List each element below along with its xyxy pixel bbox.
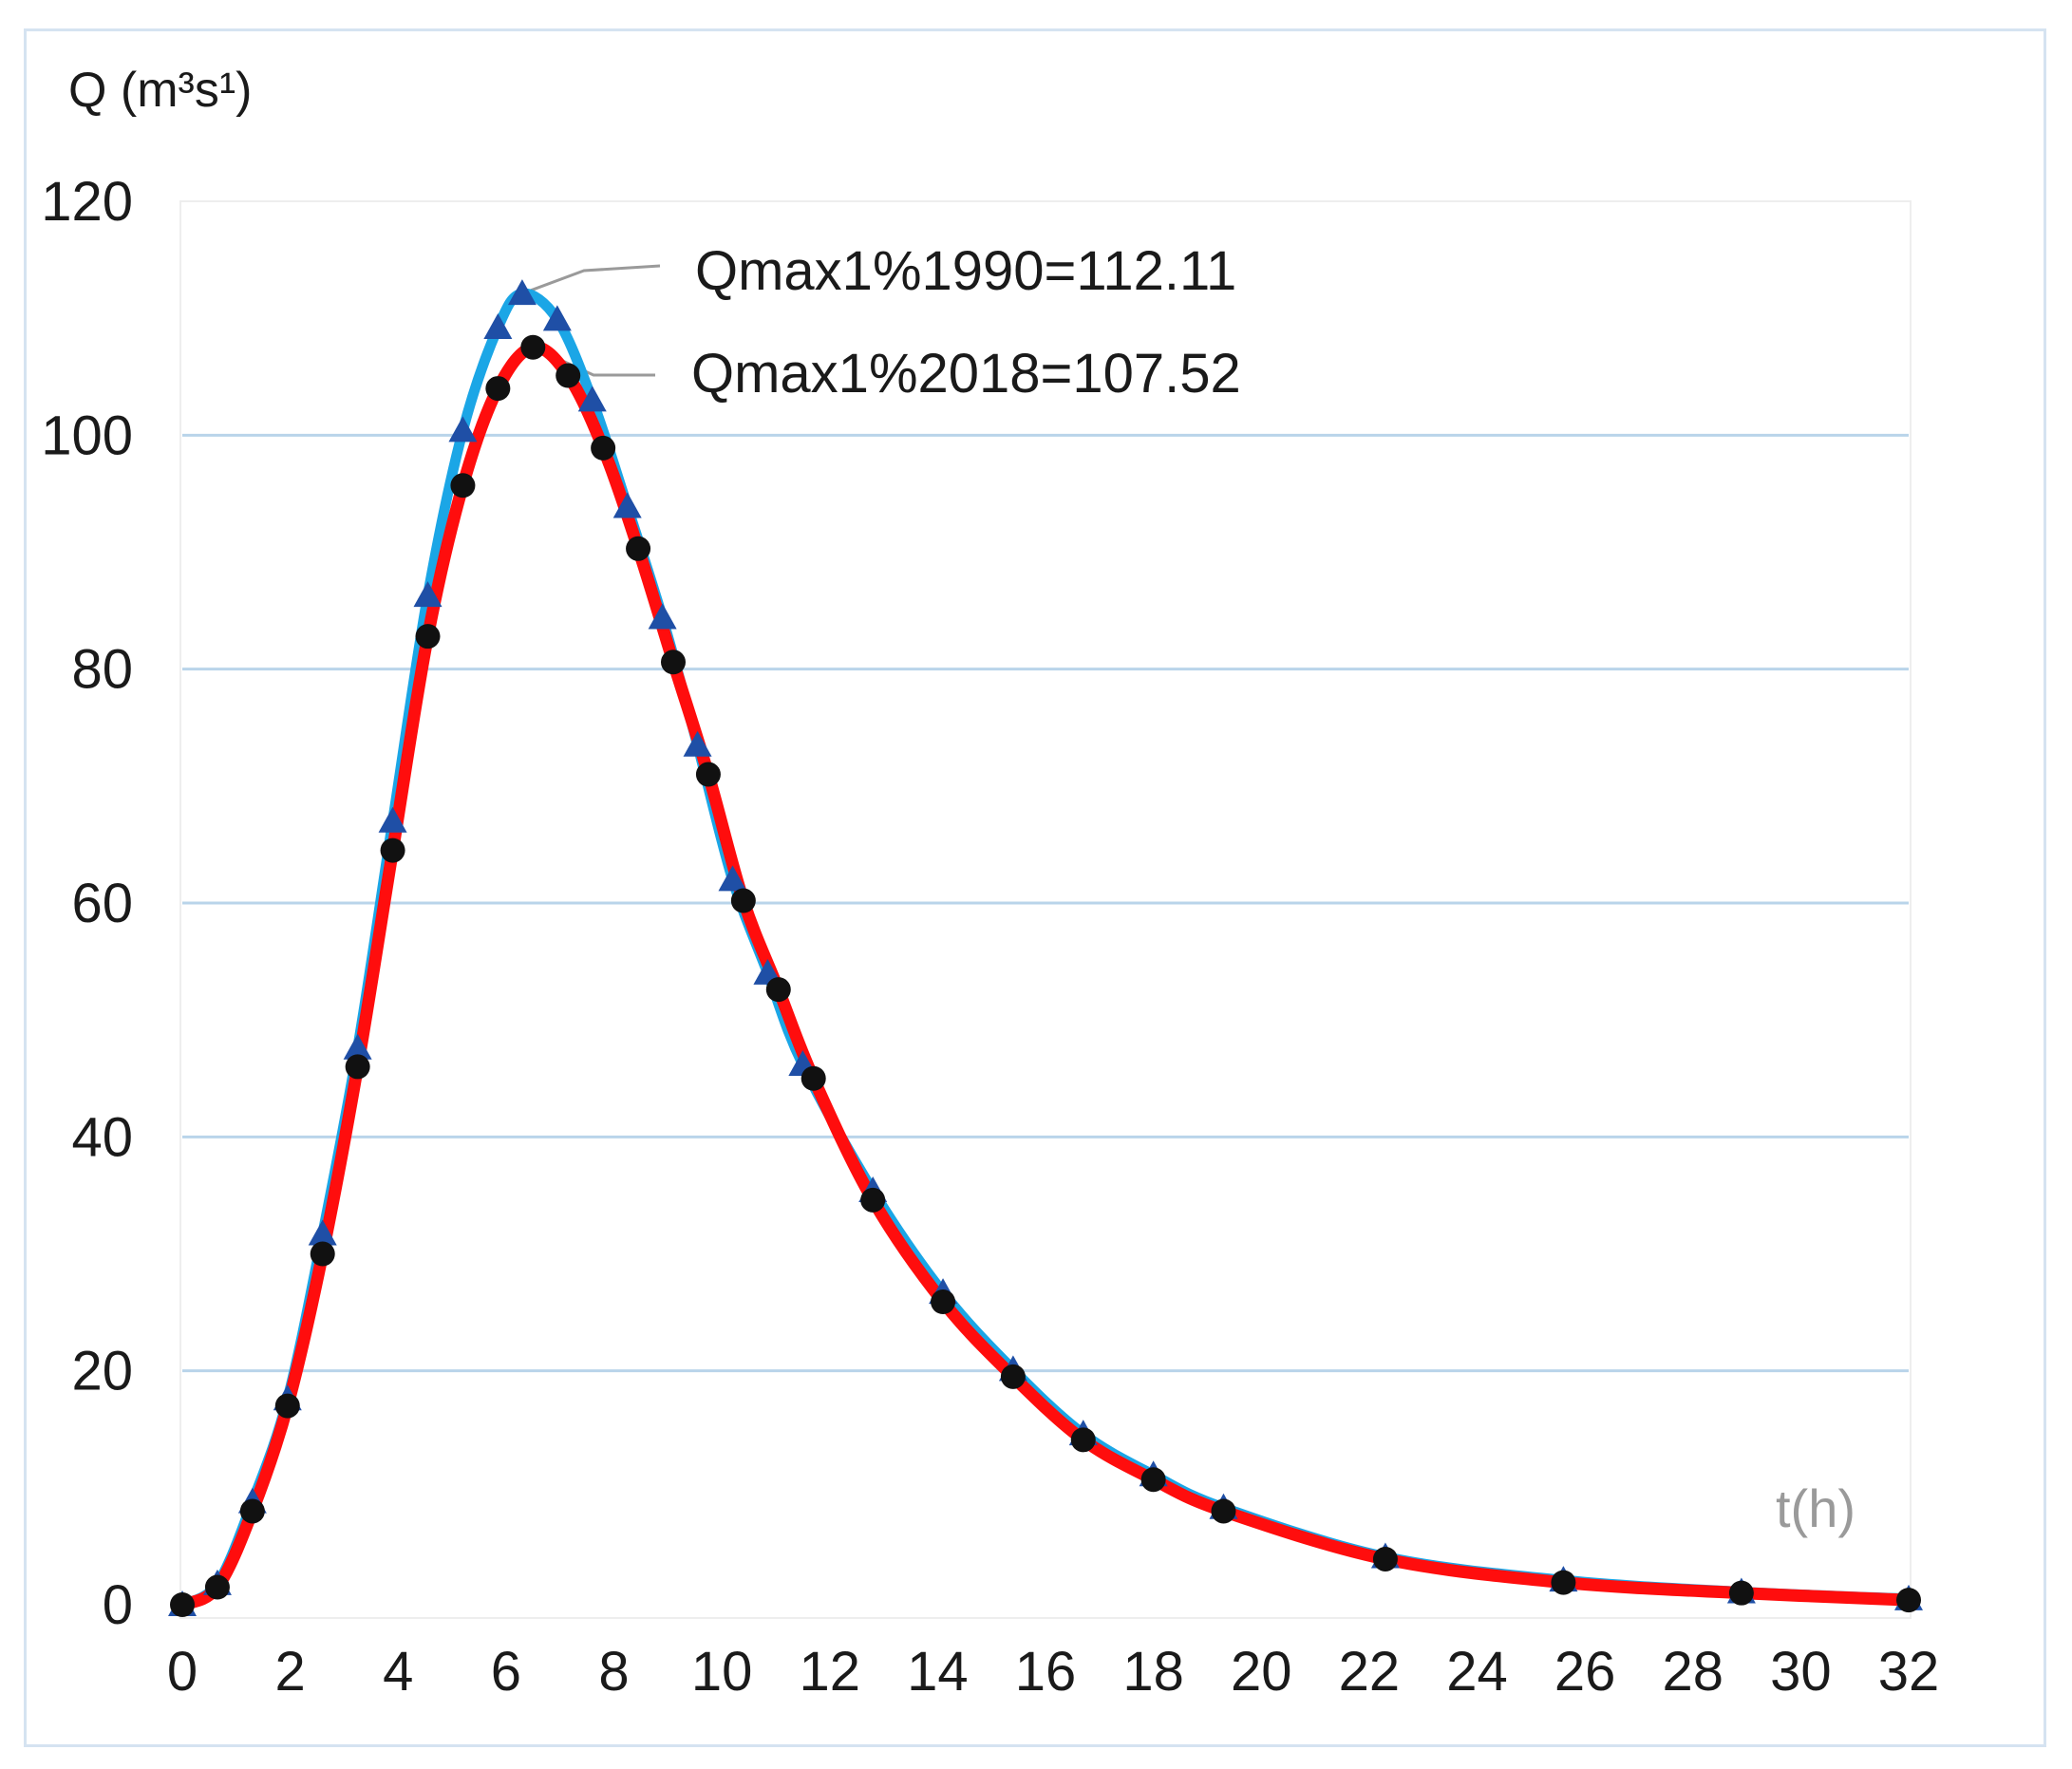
- data-point-1990: [507, 279, 537, 306]
- data-point-2018: [204, 1574, 230, 1600]
- data-point-2018: [1551, 1570, 1576, 1595]
- data-point-2018: [1140, 1467, 1166, 1493]
- y-axis-label: Q (m³s¹): [68, 63, 252, 118]
- data-point-2018: [860, 1187, 886, 1213]
- x-tick-label: 4: [383, 1641, 413, 1703]
- x-tick-label: 12: [799, 1641, 860, 1703]
- annotation-qmax-2018: Qmax1%2018=107.52: [691, 343, 1241, 405]
- y-tick-label: 60: [71, 873, 133, 934]
- y-axis-ticks: 0 20 40 60 80 100 120: [41, 171, 133, 1636]
- x-tick-label: 0: [167, 1641, 198, 1703]
- data-point-2018: [591, 435, 616, 461]
- data-point-2018: [765, 977, 791, 1003]
- y-tick-label: 20: [71, 1341, 133, 1402]
- x-tick-label: 30: [1770, 1641, 1832, 1703]
- data-point-2018: [170, 1592, 195, 1617]
- data-point-1990: [413, 581, 443, 608]
- x-tick-label: 24: [1446, 1641, 1508, 1703]
- x-axis-ticks: 0 2 4 6 8 10 12 14 16 18 20 22 24 26 28 30 32: [167, 1641, 1939, 1703]
- data-point-2018: [626, 536, 651, 561]
- x-tick-label: 14: [907, 1641, 969, 1703]
- x-axis-label: t(h): [1776, 1478, 1855, 1538]
- x-tick-label: 16: [1015, 1641, 1077, 1703]
- y-tick-label: 120: [41, 171, 133, 233]
- y-tick-label: 0: [103, 1574, 133, 1636]
- data-point-2018: [801, 1065, 826, 1091]
- x-tick-label: 2: [274, 1641, 305, 1703]
- x-tick-label: 32: [1878, 1641, 1940, 1703]
- series-markers: [168, 279, 1923, 1617]
- data-point-2018: [274, 1393, 300, 1419]
- data-point-2018: [931, 1289, 956, 1314]
- data-point-1990: [577, 386, 607, 412]
- data-point-2018: [1372, 1546, 1398, 1571]
- x-tick-label: 26: [1554, 1641, 1616, 1703]
- x-tick-label: 18: [1122, 1641, 1184, 1703]
- data-point-2018: [450, 473, 476, 499]
- leader-line-1990: [521, 264, 661, 295]
- data-point-2018: [239, 1498, 265, 1524]
- data-point-2018: [1211, 1498, 1236, 1524]
- data-point-2018: [1896, 1588, 1921, 1613]
- annotation-qmax-1990: Qmax1%1990=112.11: [695, 240, 1236, 302]
- data-point-1990: [378, 806, 407, 833]
- y-tick-label: 100: [41, 405, 133, 466]
- data-point-1990: [718, 865, 747, 892]
- data-point-2018: [520, 334, 546, 360]
- data-point-2018: [1000, 1364, 1026, 1389]
- data-point-2018: [310, 1241, 335, 1267]
- data-point-2018: [730, 888, 756, 913]
- x-tick-label: 22: [1339, 1641, 1401, 1703]
- data-point-2018: [415, 624, 441, 649]
- data-point-2018: [485, 376, 511, 402]
- y-tick-label: 80: [71, 639, 133, 701]
- data-point-2018: [660, 649, 686, 675]
- y-tick-label: 40: [71, 1106, 133, 1168]
- data-point-1990: [448, 416, 478, 442]
- data-point-2018: [695, 762, 721, 787]
- x-tick-label: 8: [598, 1641, 629, 1703]
- data-point-1990: [308, 1219, 337, 1246]
- data-point-1990: [343, 1033, 372, 1060]
- data-point-2018: [380, 837, 405, 863]
- data-point-2018: [1070, 1427, 1096, 1453]
- data-point-2018: [1728, 1580, 1754, 1606]
- data-point-2018: [556, 363, 581, 388]
- data-point-1990: [542, 305, 572, 331]
- x-tick-label: 6: [491, 1641, 521, 1703]
- x-tick-label: 10: [691, 1641, 753, 1703]
- data-point-1990: [683, 730, 712, 757]
- data-point-2018: [345, 1054, 370, 1080]
- x-tick-label: 20: [1231, 1641, 1292, 1703]
- x-tick-label: 28: [1662, 1641, 1724, 1703]
- data-point-1990: [612, 492, 642, 518]
- data-point-1990: [483, 313, 513, 340]
- data-point-1990: [648, 603, 677, 630]
